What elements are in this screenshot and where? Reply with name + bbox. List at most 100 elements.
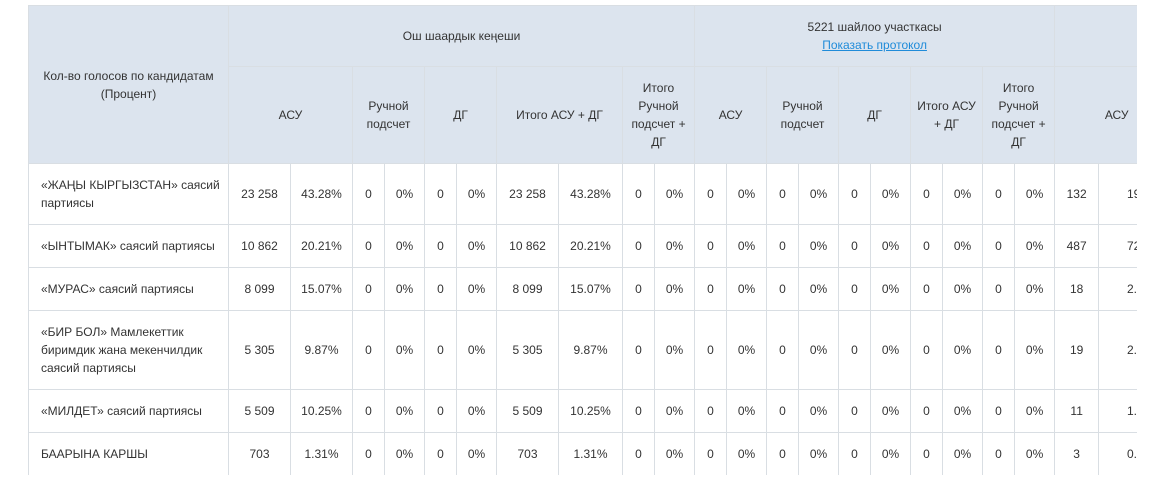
vote-count-cell: 0 (838, 432, 872, 475)
vote-percent-cell: 9.87% (558, 310, 623, 390)
vote-count-cell: 5 509 (228, 389, 291, 433)
vote-percent-cell: 0% (870, 432, 912, 475)
vote-percent-cell: 20.21% (558, 224, 623, 268)
vote-percent-cell: 0% (726, 389, 768, 433)
vote-percent-cell: 0% (653, 310, 696, 390)
vote-percent-cell: 0% (798, 163, 840, 225)
show-protocol-link[interactable]: Показать протокол (822, 38, 927, 52)
party-name: БААРЫНА КАРШЫ (28, 432, 229, 475)
vote-count-cell: 0 (424, 163, 457, 225)
vote-percent-cell: 0% (653, 163, 696, 225)
party-name: «ЫНТЫМАК» саясий партиясы (28, 224, 229, 268)
vote-percent-cell: 19.7 (1098, 163, 1137, 225)
vote-percent-cell: 0% (942, 389, 984, 433)
vote-count-cell: 0 (622, 389, 655, 433)
vote-count-cell: 10 862 (496, 224, 559, 268)
vote-percent-cell: 2.69 (1098, 267, 1137, 311)
vote-percent-cell: 0% (870, 389, 912, 433)
vote-percent-cell: 0% (456, 310, 497, 390)
results-table-container[interactable]: Кол-во голосов по кандидатам (Процент) О… (28, 5, 1137, 475)
group-header-city-council: Ош шаардык кеңеши (227, 5, 696, 67)
vote-count-cell: 3 (1054, 432, 1100, 475)
vote-percent-cell: 0% (726, 163, 768, 225)
vote-count-cell: 0 (352, 310, 385, 390)
vote-count-cell: 0 (694, 163, 728, 225)
vote-count-cell: 18 (1054, 267, 1100, 311)
vote-percent-cell: 0% (384, 432, 425, 475)
vote-count-cell: 0 (838, 163, 872, 225)
vote-percent-cell: 0% (384, 267, 425, 311)
vote-count-cell: 0 (622, 310, 655, 390)
col-header-asu: АСУ (694, 66, 768, 164)
vote-count-cell: 0 (766, 310, 800, 390)
vote-count-cell: 5 305 (496, 310, 559, 390)
vote-percent-cell: 72.6 (1098, 224, 1137, 268)
vote-percent-cell: 0% (653, 432, 696, 475)
vote-percent-cell: 0% (1014, 163, 1056, 225)
vote-count-cell: 11 (1054, 389, 1100, 433)
vote-count-cell: 0 (838, 224, 872, 268)
vote-count-cell: 0 (424, 310, 457, 390)
vote-count-cell: 0 (622, 432, 655, 475)
vote-percent-cell: 0% (1014, 267, 1056, 311)
group-header-next (1054, 5, 1137, 67)
vote-percent-cell: 43.28% (558, 163, 623, 225)
vote-count-cell: 0 (838, 389, 872, 433)
vote-count-cell: 0 (766, 224, 800, 268)
vote-percent-cell: 1.64 (1098, 389, 1137, 433)
table-row: «МУРАС» саясий партиясы 8 099 15.07% 0 0% 0 0%… (28, 267, 1137, 311)
party-name: «МУРАС» саясий партиясы (28, 267, 229, 311)
vote-count-cell: 0 (622, 163, 655, 225)
party-name: «МИЛДЕТ» саясий партиясы (28, 389, 229, 433)
vote-count-cell: 0 (982, 163, 1016, 225)
col-header-total-asu-dg: Итого АСУ + ДГ (910, 66, 984, 164)
vote-percent-cell: 0% (1014, 389, 1056, 433)
vote-count-cell: 0 (694, 267, 728, 311)
vote-percent-cell: 0% (1014, 310, 1056, 390)
vote-count-cell: 0 (982, 224, 1016, 268)
vote-count-cell: 0 (424, 267, 457, 311)
vote-percent-cell: 0% (726, 267, 768, 311)
vote-count-cell: 0 (694, 310, 728, 390)
vote-percent-cell: 15.07% (558, 267, 623, 311)
vote-count-cell: 0 (352, 163, 385, 225)
group-header-polling-station: 5221 шайлоо участкасы Показать протокол (694, 5, 1056, 67)
vote-percent-cell: 0% (726, 310, 768, 390)
vote-percent-cell: 0% (456, 163, 497, 225)
vote-percent-cell: 10.25% (290, 389, 353, 433)
results-table: Кол-во голосов по кандидатам (Процент) О… (28, 5, 1137, 475)
col-header-dg: ДГ (424, 66, 497, 164)
vote-percent-cell: 15.07% (290, 267, 353, 311)
vote-percent-cell: 0% (798, 432, 840, 475)
vote-percent-cell: 0% (456, 432, 497, 475)
vote-count-cell: 0 (982, 432, 1016, 475)
vote-percent-cell: 0% (384, 163, 425, 225)
vote-count-cell: 0 (352, 224, 385, 268)
vote-percent-cell: 0% (384, 310, 425, 390)
vote-count-cell: 0 (910, 310, 944, 390)
vote-count-cell: 0 (424, 389, 457, 433)
vote-count-cell: 8 099 (228, 267, 291, 311)
vote-percent-cell: 0% (942, 432, 984, 475)
vote-count-cell: 0 (694, 432, 728, 475)
vote-percent-cell: 0% (798, 389, 840, 433)
vote-count-cell: 0 (424, 432, 457, 475)
vote-count-cell: 0 (766, 267, 800, 311)
vote-percent-cell: 10.25% (558, 389, 623, 433)
candidates-header: Кол-во голосов по кандидатам (Процент) (28, 5, 229, 164)
vote-percent-cell: 0% (870, 267, 912, 311)
vote-percent-cell: 0% (384, 224, 425, 268)
vote-percent-cell: 43.28% (290, 163, 353, 225)
party-name: «ЖАҢЫ КЫРГЫЗСТАН» саясий партиясы (28, 163, 229, 225)
table-row: «ЖАҢЫ КЫРГЫЗСТАН» саясий партиясы 23 258 4… (28, 163, 1137, 225)
vote-count-cell: 5 305 (228, 310, 291, 390)
vote-percent-cell: 0% (384, 389, 425, 433)
vote-percent-cell: 2.84 (1098, 310, 1137, 390)
vote-count-cell: 0 (352, 267, 385, 311)
col-header-total-manual-dg: Итого Ручной подсчет + ДГ (621, 66, 696, 164)
vote-count-cell: 8 099 (496, 267, 559, 311)
vote-percent-cell: 0% (653, 267, 696, 311)
vote-percent-cell: 0% (1014, 432, 1056, 475)
vote-percent-cell: 0% (798, 310, 840, 390)
table-row: БААРЫНА КАРШЫ 703 1.31% 0 0% 0 0% 703 1.31% 0 0% 0 0… (28, 432, 1137, 475)
